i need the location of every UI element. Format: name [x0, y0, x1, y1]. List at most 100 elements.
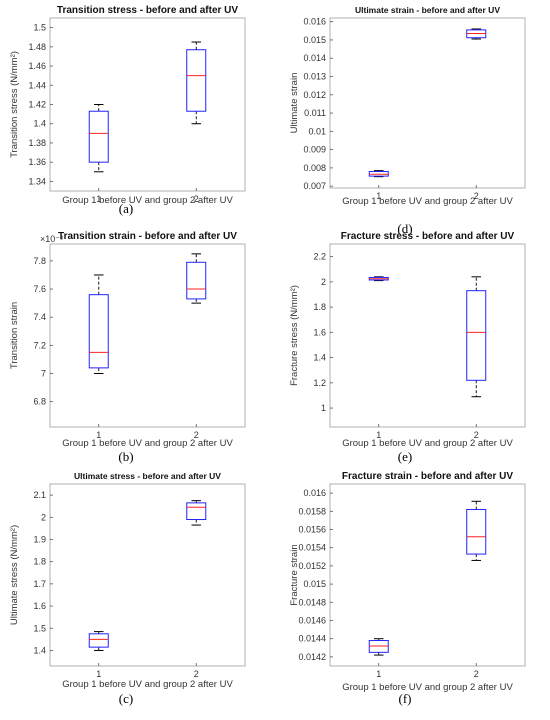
x-tick-label: 2: [194, 669, 199, 679]
y-tick-label: 2: [321, 277, 326, 287]
y-tick-label: 0.013: [303, 71, 326, 81]
y-tick-label: 0.016: [303, 17, 326, 27]
y-tick-label: 1.42: [28, 100, 46, 110]
chart-panel-a: Transition stress - before and after UV 1…: [9, 5, 246, 216]
y-tick-label: 1.38: [28, 138, 46, 148]
y-tick-label: 1.2: [313, 378, 326, 388]
plot-area: [49, 243, 246, 428]
chart-title: Transition stress - before and after UV: [57, 5, 238, 16]
box-group-1: [88, 274, 109, 375]
y-tick-label: 0.0142: [298, 652, 326, 662]
x-axis-label: Group 1 before UV and group 2 after UV: [62, 195, 233, 206]
y-tick-label: 2.1: [33, 490, 46, 500]
x-axis-label: Group 1 before UV and group 2 after UV: [342, 438, 513, 449]
panel-caption: (f): [399, 691, 412, 706]
box-group-1: [368, 170, 389, 178]
y-tick-label: 1.4: [33, 119, 46, 129]
y-tick-label: 1.34: [28, 176, 46, 186]
panel-caption: (e): [398, 449, 412, 464]
chart-panel-d: Ultimate strain - before and after UV 0.0…: [289, 5, 526, 236]
x-tick-label: 1: [376, 669, 381, 679]
iqr-box: [186, 49, 207, 112]
panel-caption: (b): [118, 449, 133, 464]
plot-area: [329, 243, 526, 428]
chart-title: Transition strain - before and after UV: [58, 231, 237, 242]
chart-title: Fracture strain - before and after UV: [342, 471, 513, 482]
y-tick-label: 0.009: [303, 145, 326, 155]
chart-panel-f: Fracture strain - before and after UV 0.0…: [289, 471, 526, 706]
y-tick-label: 7.2: [33, 340, 46, 350]
y-tick-label: 1.5: [33, 23, 46, 33]
y-axis-label: Ultimate stress (N/mm²): [9, 525, 20, 625]
y-tick-label: 7.4: [33, 312, 46, 322]
y-tick-label: 6.8: [33, 397, 46, 407]
y-tick-label: 0.008: [303, 163, 326, 173]
y-tick-label: 1.4: [33, 645, 46, 655]
box-group-1: [88, 104, 109, 173]
y-axis-label: Transition strain: [9, 302, 20, 369]
y-tick-label: 1.8: [313, 302, 326, 312]
panel-caption: (c): [119, 691, 133, 706]
box-group-2: [466, 276, 487, 398]
y-tick-label: 0.007: [303, 181, 326, 191]
chart-panel-c: Ultimate stress - before and after UV 1.4…: [9, 471, 246, 706]
y-tick-label: 0.016: [303, 488, 326, 498]
chart-panel-b: Transition strain - before and after UV 6…: [9, 231, 246, 464]
y-tick-label: 0.0158: [298, 506, 326, 516]
y-tick-label: 1.6: [33, 601, 46, 611]
y-tick-label: 1.6: [313, 327, 326, 337]
y-axis-label: Fracture strain: [289, 544, 300, 605]
y-tick-label: 1.46: [28, 61, 46, 71]
y-tick-label: 1.48: [28, 42, 46, 52]
y-tick-label: 7.6: [33, 284, 46, 294]
panel-caption: (a): [119, 201, 133, 216]
iqr-box: [466, 508, 487, 555]
box-group-2: [186, 41, 207, 125]
x-axis-label: Group 1 before UV and group 2 after UV: [342, 196, 513, 207]
chart-title: Fracture stress - before and after UV: [341, 231, 515, 242]
y-tick-label: 2: [41, 512, 46, 522]
iqr-box: [88, 633, 109, 648]
x-axis-label: Group 1 before UV and group 2 after UV: [62, 438, 233, 449]
y-tick-label: 0.014: [303, 53, 326, 63]
y-tick-label: 1.7: [33, 579, 46, 589]
y-tick-label: 2.2: [313, 252, 326, 262]
y-tick-label: 0.0148: [298, 597, 326, 607]
x-tick-label: 1: [376, 191, 381, 201]
y-tick-label: 0.012: [303, 90, 326, 100]
y-exponent: ×10⁻³: [40, 234, 63, 244]
x-tick-label: 2: [194, 194, 199, 204]
y-tick-label: 1.9: [33, 534, 46, 544]
plot-area: [49, 483, 246, 667]
box-group-1: [368, 638, 389, 656]
plot-area: [49, 17, 246, 192]
box-group-1: [88, 631, 109, 651]
y-tick-label: 0.015: [303, 579, 326, 589]
chart-title: Ultimate stress - before and after UV: [74, 471, 221, 481]
y-axis-label: Ultimate strain: [289, 73, 300, 134]
y-tick-label: 0.0156: [298, 525, 326, 535]
y-tick-label: 7.8: [33, 256, 46, 266]
y-tick-label: 1: [321, 403, 326, 413]
chart-title: Ultimate strain - before and after UV: [355, 5, 500, 15]
box-group-1: [368, 276, 389, 282]
x-axis-label: Group 1 before UV and group 2 after UV: [62, 679, 233, 690]
iqr-box: [88, 110, 109, 163]
plot-area: [329, 483, 526, 667]
iqr-box: [186, 261, 207, 300]
box-group-2: [466, 500, 487, 561]
box-group-2: [186, 253, 207, 304]
y-tick-label: 1.4: [313, 353, 326, 363]
y-tick-label: 1.8: [33, 557, 46, 567]
x-tick-label: 1: [96, 430, 101, 440]
y-tick-label: 1.36: [28, 157, 46, 167]
y-tick-label: 0.0154: [298, 543, 326, 553]
iqr-box: [88, 294, 109, 369]
y-tick-label: 1.5: [33, 623, 46, 633]
x-tick-label: 2: [474, 191, 479, 201]
x-tick-label: 2: [194, 430, 199, 440]
iqr-box: [466, 290, 487, 381]
y-tick-label: 0.0146: [298, 616, 326, 626]
box-group-2: [466, 28, 487, 40]
